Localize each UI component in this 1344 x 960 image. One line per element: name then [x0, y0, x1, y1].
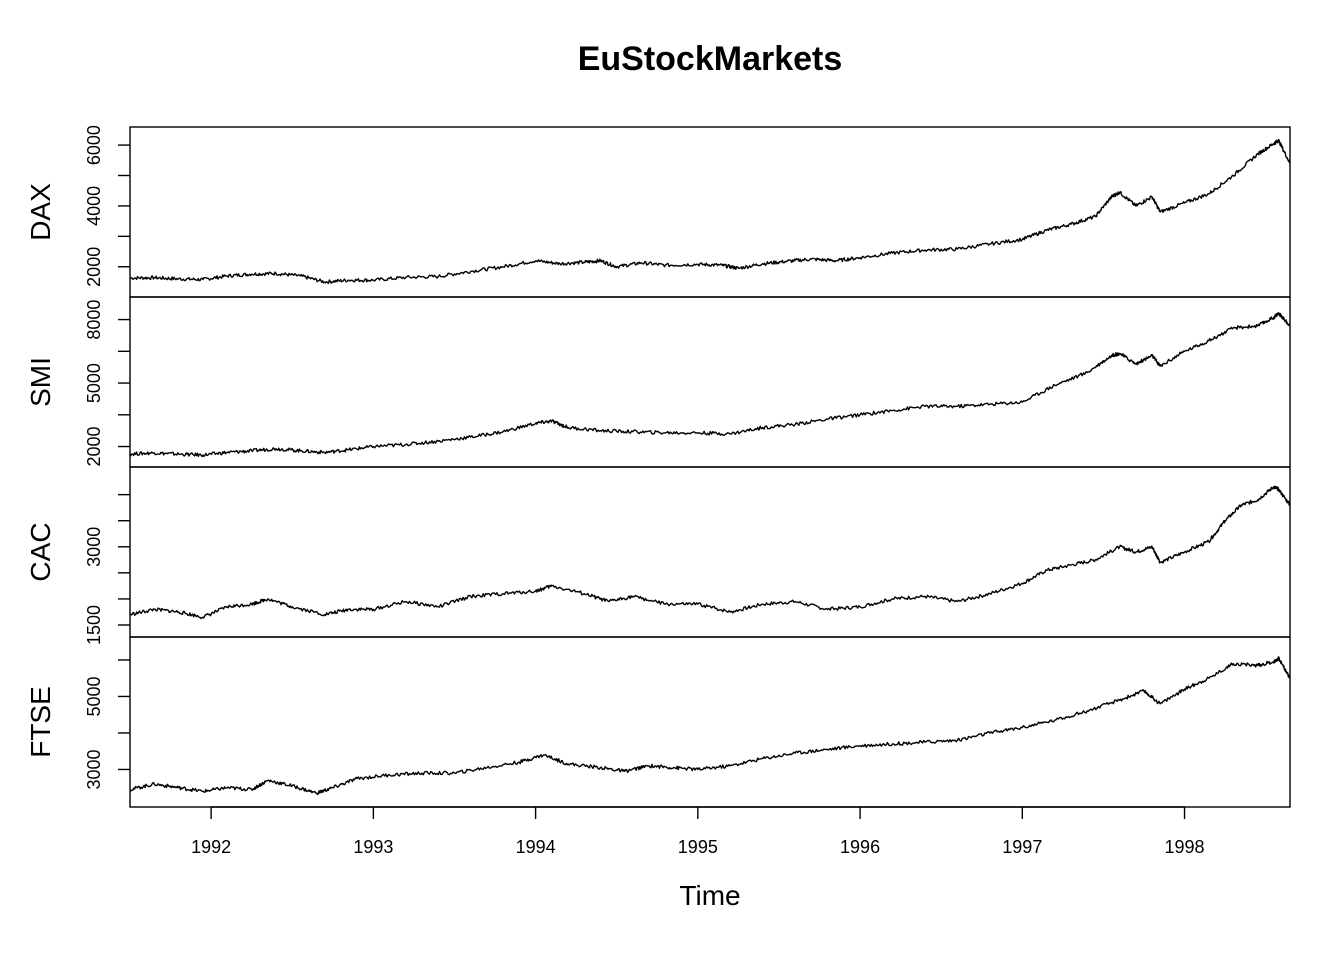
- panel-frame-cac: [129, 466, 1291, 638]
- y-tick-label-ftse-2: 5000: [84, 676, 104, 716]
- panel-ftse: 3000 5000 FTSE: [25, 636, 1291, 808]
- x-axis-title: Time: [679, 880, 740, 911]
- panel-smi: 2000 5000 8000 SMI: [25, 296, 1291, 468]
- x-tick-label-3: 1995: [678, 837, 718, 857]
- y-tick-label-smi-4: 8000: [84, 300, 104, 340]
- chart-title: EuStockMarkets: [578, 40, 843, 78]
- y-tick-label-smi-0: 2000: [84, 426, 104, 466]
- y-tick-label-dax-2: 4000: [84, 186, 104, 226]
- series-line-smi: [129, 312, 1291, 458]
- panel-dax: 2000 4000 6000 DAX: [25, 125, 1291, 298]
- y-tick-label-dax-0: 2000: [84, 247, 104, 287]
- panel-frame-ftse: [129, 636, 1291, 808]
- x-axis: 1992 1993 1994 1995 1996 1997 1998: [191, 806, 1205, 857]
- y-tick-label-ftse-0: 3000: [84, 749, 104, 789]
- panel-cac: 1500 3000 CAC: [25, 466, 1291, 645]
- panel-frame-smi: [129, 296, 1291, 468]
- panel-label-cac: CAC: [25, 522, 56, 581]
- panel-label-ftse: FTSE: [25, 686, 56, 758]
- panel-frame-dax: [129, 126, 1291, 298]
- y-tick-label-cac-0: 1500: [84, 605, 104, 645]
- x-tick-label-5: 1997: [1002, 837, 1042, 857]
- x-tick-label-6: 1998: [1165, 837, 1205, 857]
- y-tick-label-dax-4: 6000: [84, 125, 104, 165]
- x-tick-label-4: 1996: [840, 837, 880, 857]
- series-line-dax: [130, 138, 1291, 285]
- x-tick-label-1: 1993: [353, 837, 393, 857]
- series-line-cac: [129, 485, 1291, 620]
- x-tick-label-2: 1994: [516, 837, 556, 857]
- series-line-ftse: [129, 656, 1291, 796]
- panels: 2000 4000 6000 DAX 2000 5000 8000 SMI 1500 3000 CA…: [25, 125, 1291, 808]
- y-tick-label-cac-3: 3000: [84, 527, 104, 567]
- panel-label-smi: SMI: [25, 357, 56, 407]
- x-tick-label-0: 1992: [191, 837, 231, 857]
- panel-label-dax: DAX: [25, 183, 56, 241]
- y-tick-label-smi-2: 5000: [84, 363, 104, 403]
